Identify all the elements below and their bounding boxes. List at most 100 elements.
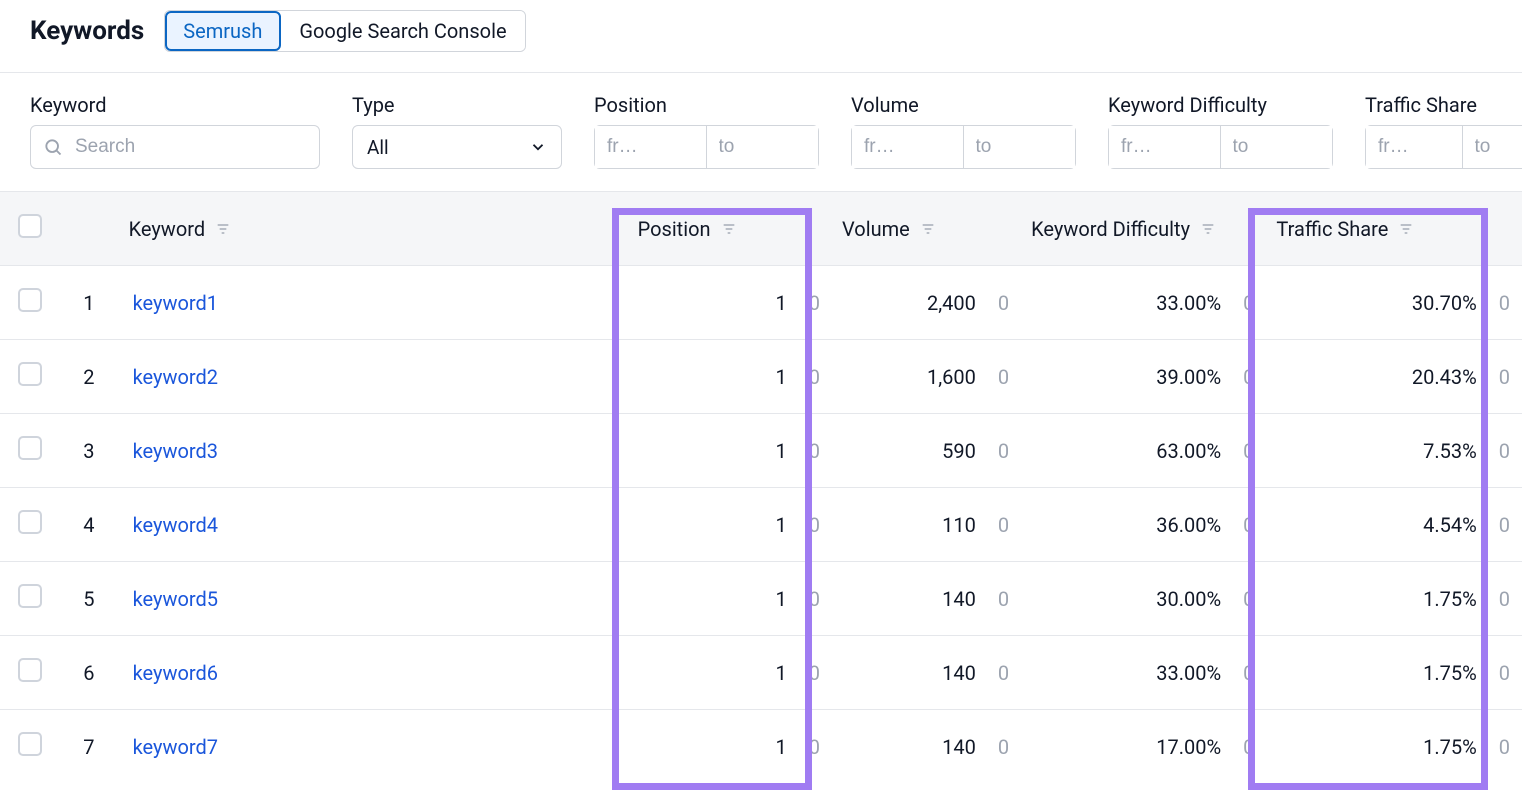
- keyword-link[interactable]: keyword2: [133, 365, 218, 389]
- filter-keyword-label: Keyword: [30, 93, 320, 117]
- keyword-link[interactable]: keyword7: [133, 735, 218, 759]
- type-select[interactable]: All: [352, 125, 562, 169]
- row-volume: 5900: [832, 414, 1021, 488]
- volume-to-input[interactable]: [964, 126, 1076, 168]
- table-row: 6keyword610140033.00%01.75%0: [0, 636, 1522, 710]
- row-checkbox[interactable]: [0, 562, 59, 636]
- table-row: 3keyword310590063.00%07.53%0: [0, 414, 1522, 488]
- row-volume: 1,6000: [832, 340, 1021, 414]
- keyword-link[interactable]: keyword1: [133, 291, 218, 315]
- row-kd: 33.00%0: [1021, 266, 1266, 340]
- position-to-input[interactable]: [707, 126, 819, 168]
- row-position: 10: [628, 488, 832, 562]
- checkbox-icon: [18, 510, 42, 534]
- row-position: 10: [628, 636, 832, 710]
- keyword-link[interactable]: keyword6: [133, 661, 218, 685]
- checkbox-icon: [18, 214, 42, 238]
- filter-volume-label: Volume: [851, 93, 1076, 117]
- checkbox-icon: [18, 362, 42, 386]
- keyword-link[interactable]: keyword3: [133, 439, 218, 463]
- table-row: 5keyword510140030.00%01.75%0: [0, 562, 1522, 636]
- row-keyword[interactable]: keyword4: [119, 488, 628, 562]
- row-keyword[interactable]: keyword3: [119, 414, 628, 488]
- row-keyword[interactable]: keyword7: [119, 710, 628, 784]
- header-position-label: Position: [638, 217, 711, 241]
- filter-position-label: Position: [594, 93, 819, 117]
- row-index: 7: [59, 710, 118, 784]
- filter-traffic-share-label: Traffic Share: [1365, 93, 1522, 117]
- keyword-link[interactable]: keyword4: [133, 513, 218, 537]
- traffic-share-from-input[interactable]: [1366, 126, 1463, 168]
- filter-keyword: Keyword: [30, 93, 320, 169]
- position-from-input[interactable]: [595, 126, 707, 168]
- table-row: 1keyword1102,400033.00%030.70%0: [0, 266, 1522, 340]
- sort-icon: [721, 221, 737, 237]
- filter-kd: Keyword Difficulty: [1108, 93, 1333, 169]
- row-traffic-share: 1.75%0: [1266, 636, 1522, 710]
- row-checkbox[interactable]: [0, 636, 59, 710]
- row-position: 10: [628, 340, 832, 414]
- filter-traffic-share: Traffic Share: [1365, 93, 1522, 169]
- search-input-wrap[interactable]: [30, 125, 320, 169]
- row-keyword[interactable]: keyword1: [119, 266, 628, 340]
- row-keyword[interactable]: keyword6: [119, 636, 628, 710]
- checkbox-icon: [18, 658, 42, 682]
- traffic-share-range: [1365, 125, 1522, 169]
- row-traffic-share: 1.75%0: [1266, 562, 1522, 636]
- keyword-link[interactable]: keyword5: [133, 587, 218, 611]
- header-traffic-share-label: Traffic Share: [1276, 217, 1388, 241]
- kd-from-input[interactable]: [1109, 126, 1221, 168]
- tab-google-search-console[interactable]: Google Search Console: [281, 11, 524, 51]
- table-row: 4keyword410110036.00%04.54%0: [0, 488, 1522, 562]
- traffic-share-to-input[interactable]: [1463, 126, 1522, 168]
- row-checkbox[interactable]: [0, 414, 59, 488]
- kd-range: [1108, 125, 1333, 169]
- header-keyword[interactable]: Keyword: [119, 192, 628, 266]
- header-kd[interactable]: Keyword Difficulty: [1021, 192, 1266, 266]
- row-volume: 2,4000: [832, 266, 1021, 340]
- row-volume: 1100: [832, 488, 1021, 562]
- kd-to-input[interactable]: [1221, 126, 1333, 168]
- checkbox-icon: [18, 584, 42, 608]
- row-checkbox[interactable]: [0, 488, 59, 562]
- row-keyword[interactable]: keyword5: [119, 562, 628, 636]
- row-kd: 30.00%0: [1021, 562, 1266, 636]
- header-kd-label: Keyword Difficulty: [1031, 217, 1190, 241]
- row-checkbox[interactable]: [0, 266, 59, 340]
- source-tabs: Semrush Google Search Console: [164, 10, 525, 52]
- sort-icon: [920, 221, 936, 237]
- row-kd: 36.00%0: [1021, 488, 1266, 562]
- row-keyword[interactable]: keyword2: [119, 340, 628, 414]
- filter-kd-label: Keyword Difficulty: [1108, 93, 1333, 117]
- tab-semrush[interactable]: Semrush: [165, 11, 281, 51]
- type-select-value: All: [367, 136, 389, 159]
- row-index: 1: [59, 266, 118, 340]
- filter-volume: Volume: [851, 93, 1076, 169]
- header-select-all[interactable]: [0, 192, 59, 266]
- header-traffic-share[interactable]: Traffic Share: [1266, 192, 1522, 266]
- checkbox-icon: [18, 732, 42, 756]
- row-index: 6: [59, 636, 118, 710]
- row-checkbox[interactable]: [0, 710, 59, 784]
- row-index: 2: [59, 340, 118, 414]
- row-kd: 33.00%0: [1021, 636, 1266, 710]
- row-position: 10: [628, 414, 832, 488]
- page-title: Keywords: [30, 16, 144, 46]
- position-range: [594, 125, 819, 169]
- filter-bar: Keyword Type All Position Volume Keyword…: [0, 73, 1522, 191]
- row-traffic-share: 4.54%0: [1266, 488, 1522, 562]
- sort-icon: [215, 221, 231, 237]
- sort-icon: [1200, 221, 1216, 237]
- row-volume: 1400: [832, 710, 1021, 784]
- header-index: [59, 192, 118, 266]
- search-input[interactable]: [73, 135, 307, 159]
- row-kd: 39.00%0: [1021, 340, 1266, 414]
- row-checkbox[interactable]: [0, 340, 59, 414]
- search-icon: [43, 137, 63, 157]
- volume-from-input[interactable]: [852, 126, 964, 168]
- row-volume: 1400: [832, 562, 1021, 636]
- header-position[interactable]: Position: [628, 192, 832, 266]
- header-volume[interactable]: Volume: [832, 192, 1021, 266]
- header-keyword-label: Keyword: [129, 217, 206, 241]
- row-index: 3: [59, 414, 118, 488]
